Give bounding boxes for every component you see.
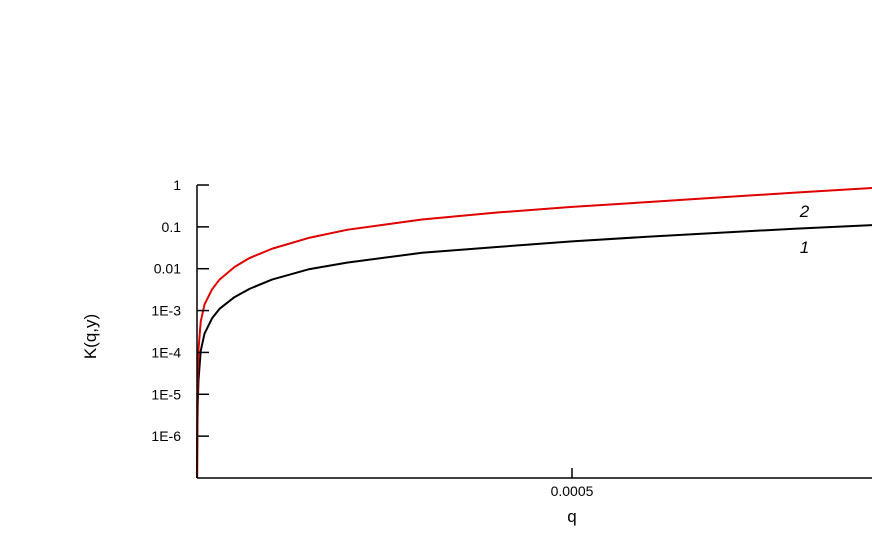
x-axis-title: q (567, 507, 576, 526)
y-axis-title: K(q,y) (81, 314, 100, 359)
series-label-1: 1 (800, 238, 809, 257)
x-tick-label: 0.0005 (551, 483, 594, 499)
y-tick-label: 1E-6 (151, 428, 181, 444)
y-tick-label: 1E-5 (151, 386, 181, 402)
y-tick-label: 1E-4 (151, 344, 181, 360)
x-axis: 0.0005 (197, 468, 872, 499)
series-line-2 (196, 186, 872, 479)
y-tick-label: 1 (173, 177, 181, 193)
series-line-1 (196, 224, 872, 479)
plot-area (196, 186, 872, 479)
y-tick-label: 0.01 (154, 261, 181, 277)
y-tick-label: 0.1 (162, 219, 182, 235)
series-label-2: 2 (799, 202, 810, 221)
y-axis: 1 0.1 0.01 1E-3 1E-4 1E-5 1E-6 (151, 177, 209, 478)
series-labels: 12 (799, 202, 810, 257)
y-tick-label: 1E-3 (151, 303, 181, 319)
